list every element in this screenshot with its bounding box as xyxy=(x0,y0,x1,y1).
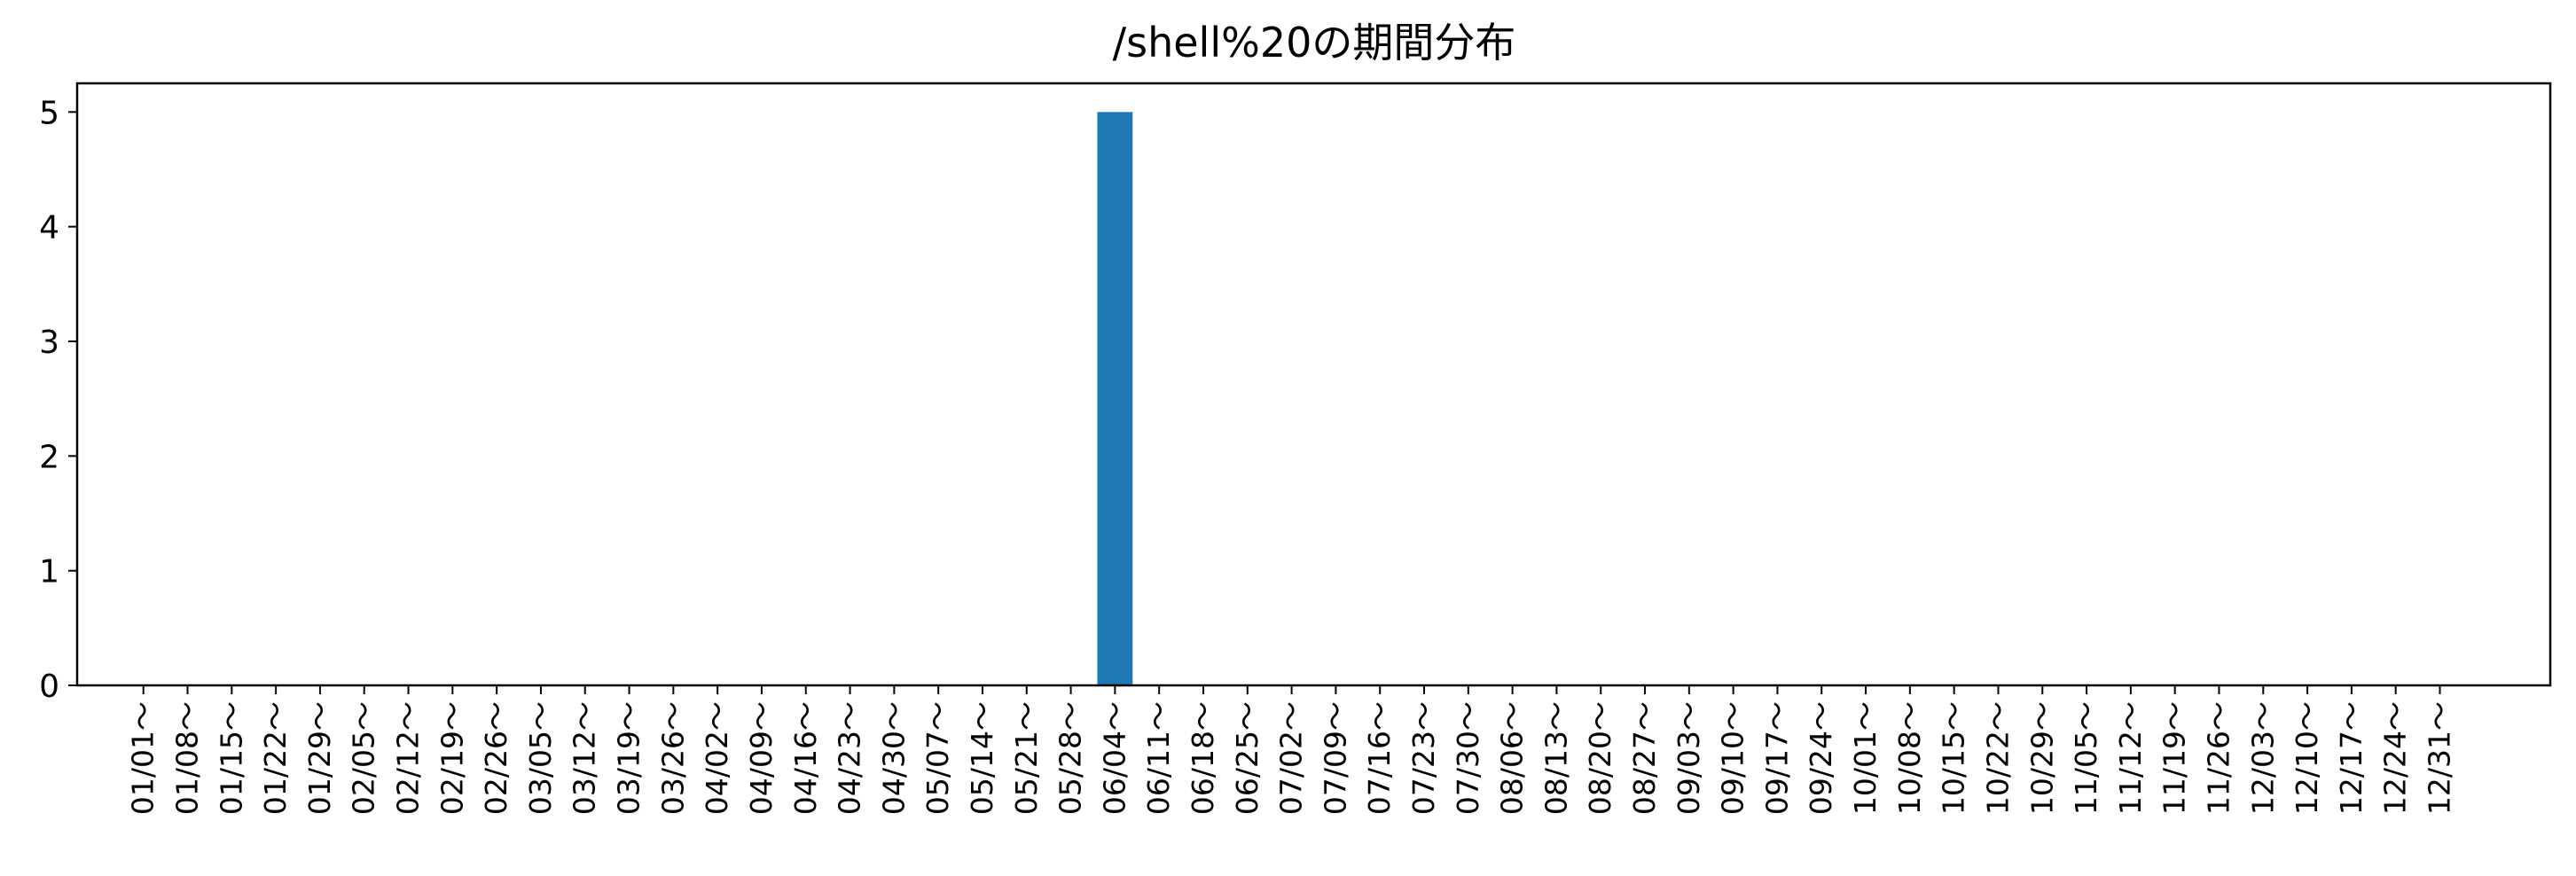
x-tick-label: 11/19～ xyxy=(2157,701,2192,815)
x-tick-label: 06/18～ xyxy=(1186,701,1220,815)
x-tick-label: 09/24～ xyxy=(1804,701,1838,815)
x-tick-label: 07/09～ xyxy=(1318,701,1352,815)
x-tick-label: 09/17～ xyxy=(1759,701,1794,815)
x-tick-label: 12/24～ xyxy=(2378,701,2413,815)
x-tick-label: 08/20～ xyxy=(1583,701,1617,815)
x-tick-label: 04/02～ xyxy=(700,701,734,815)
x-tick-label: 07/23～ xyxy=(1406,701,1441,815)
y-tick-label: 5 xyxy=(39,95,59,131)
x-tick-label: 07/16～ xyxy=(1362,701,1397,815)
x-tick-label: 10/22～ xyxy=(1980,701,2015,815)
chart-title: /shell%20の期間分布 xyxy=(1113,19,1516,66)
x-tick-label: 10/08～ xyxy=(1892,701,1927,815)
x-tick-label: 06/04～ xyxy=(1097,701,1131,815)
x-tick-label: 04/30～ xyxy=(876,701,911,815)
x-tick-label: 08/13～ xyxy=(1539,701,1573,815)
x-tick-label: 08/06～ xyxy=(1495,701,1530,815)
x-tick-label: 02/05～ xyxy=(347,701,381,815)
x-tick-label: 05/14～ xyxy=(965,701,999,815)
y-axis: 0 1 2 3 4 5 xyxy=(39,95,77,705)
x-tick-label: 03/12～ xyxy=(568,701,602,815)
x-tick-label: 02/12～ xyxy=(391,701,426,815)
x-tick-label: 08/27～ xyxy=(1627,701,1662,815)
bars-layer xyxy=(1097,112,1132,685)
x-tick-label: 01/29～ xyxy=(302,701,337,815)
x-axis: 01/01～ 01/08～ 01/15～ 01/22～ 01/29～ 02/05～ 02/1… xyxy=(126,685,2457,815)
x-tick-label: 12/03～ xyxy=(2245,701,2280,815)
x-tick-label: 06/25～ xyxy=(1230,701,1265,815)
y-tick-label: 4 xyxy=(39,210,59,246)
x-tick-label: 07/02～ xyxy=(1274,701,1309,815)
x-tick-label: 06/11～ xyxy=(1141,701,1176,815)
y-tick-label: 2 xyxy=(39,439,59,475)
x-tick-label: 04/16～ xyxy=(788,701,823,815)
x-tick-label: 01/15～ xyxy=(214,701,248,815)
x-tick-label: 10/29～ xyxy=(2024,701,2059,815)
x-tick-label: 04/09～ xyxy=(744,701,779,815)
x-tick-label: 11/05～ xyxy=(2069,701,2103,815)
y-tick-label: 0 xyxy=(39,669,59,705)
x-tick-label: 12/10～ xyxy=(2290,701,2324,815)
x-tick-label: 12/17～ xyxy=(2334,701,2369,815)
x-tick-label: 05/21～ xyxy=(1009,701,1044,815)
x-tick-label: 02/26～ xyxy=(479,701,513,815)
x-tick-label: 02/19～ xyxy=(435,701,469,815)
bar-06/04～ xyxy=(1097,112,1132,685)
x-tick-label: 01/22～ xyxy=(258,701,293,815)
x-tick-label: 01/08～ xyxy=(170,701,205,815)
y-tick-label: 1 xyxy=(39,554,59,591)
x-tick-label: 11/12～ xyxy=(2113,701,2148,815)
x-tick-label: 12/31～ xyxy=(2422,701,2456,815)
x-tick-label: 10/01～ xyxy=(1848,701,1883,815)
x-tick-label: 09/10～ xyxy=(1716,701,1750,815)
x-tick-label: 09/03～ xyxy=(1672,701,1706,815)
x-tick-label: 03/19～ xyxy=(612,701,646,815)
x-tick-label: 10/15～ xyxy=(1937,701,1971,815)
y-tick-label: 3 xyxy=(39,325,59,361)
x-tick-label: 07/30～ xyxy=(1451,701,1485,815)
x-tick-label: 04/23～ xyxy=(833,701,867,815)
x-tick-label: 03/26～ xyxy=(655,701,690,815)
x-tick-label: 05/07～ xyxy=(920,701,955,815)
x-tick-label: 01/01～ xyxy=(126,701,161,815)
x-tick-label: 03/05～ xyxy=(523,701,558,815)
plot-area-frame xyxy=(77,83,2550,685)
x-tick-label: 05/28～ xyxy=(1053,701,1088,815)
x-tick-label: 11/26～ xyxy=(2201,701,2235,815)
